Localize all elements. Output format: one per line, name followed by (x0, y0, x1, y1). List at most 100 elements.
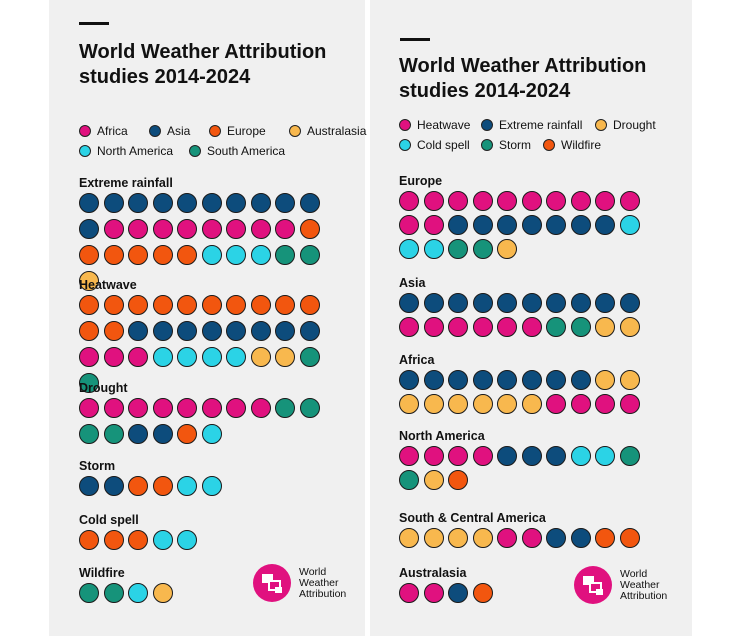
dot-wildfire (472, 583, 493, 603)
dot-extreme-rainfall (448, 370, 468, 390)
dot-asia (152, 193, 173, 213)
legend-label: Australasia (307, 124, 367, 138)
dot-drought (423, 470, 444, 490)
dot-extreme-rainfall (497, 215, 517, 235)
legend-label: Cold spell (417, 138, 470, 152)
logo-line-1: World (299, 565, 327, 578)
group-label-cold-spell: Cold spell (79, 513, 139, 527)
legend-swatch (481, 119, 493, 131)
dot-africa (79, 398, 99, 418)
wwa-logo-icon (253, 564, 291, 602)
dot-wildfire (619, 528, 640, 548)
dot-heatwave (472, 317, 493, 337)
dot-asia (226, 193, 246, 213)
group-label-north-america: North America (399, 429, 485, 443)
dot-australasia (152, 583, 173, 603)
dot-europe (177, 295, 197, 315)
logo-line-2: Weather (299, 576, 339, 589)
dot-africa (226, 219, 246, 239)
dot-africa (79, 347, 99, 367)
dot-drought (472, 394, 493, 414)
dot-asia (201, 321, 222, 341)
dot-asia (201, 193, 222, 213)
dot-north-america (177, 530, 197, 550)
group-label-australasia: Australasia (399, 566, 467, 580)
dot-asia (275, 193, 295, 213)
dot-south-america (299, 245, 320, 265)
legend-item-cold-spell: Cold spell (399, 138, 470, 152)
dot-europe (128, 295, 148, 315)
dot-south-america (79, 373, 99, 393)
dot-north-america (177, 476, 197, 496)
legend-item-heatwave: Heatwave (399, 118, 470, 132)
legend-item-drought: Drought (595, 118, 656, 132)
dot-extreme-rainfall (521, 293, 542, 313)
dot-heatwave (570, 394, 591, 414)
dot-south-america (103, 424, 124, 444)
dot-north-america (152, 530, 173, 550)
legend-swatch (399, 119, 411, 131)
dot-extreme-rainfall (521, 215, 542, 235)
dot-heatwave (521, 191, 542, 211)
dot-heatwave (546, 394, 566, 414)
dot-africa (128, 398, 148, 418)
dot-heatwave (423, 446, 444, 466)
dot-extreme-rainfall (497, 446, 517, 466)
wwa-logo-left: World Weather Attribution (253, 564, 346, 602)
panel-by-hazard: World Weather Attribution studies 2014-2… (49, 0, 366, 636)
dot-europe (250, 295, 271, 315)
dot-drought (423, 394, 444, 414)
logo-wordmark: World Weather Attribution (620, 567, 667, 602)
dot-heatwave (521, 317, 542, 337)
dot-extreme-rainfall (521, 370, 542, 390)
group-label-europe: Europe (399, 174, 443, 188)
dot-extreme-rainfall (546, 528, 566, 548)
legend-label: Europe (227, 124, 266, 138)
legend-item-extreme-rainfall: Extreme rainfall (481, 118, 582, 132)
dot-europe (103, 530, 124, 550)
dot-drought (448, 528, 468, 548)
dot-heatwave (423, 191, 444, 211)
legend-item-australasia: Australasia (289, 124, 366, 138)
dot-heatwave (521, 528, 542, 548)
dot-drought (497, 394, 517, 414)
dot-north-america (201, 347, 222, 367)
dot-heatwave (619, 191, 640, 211)
dot-north-america (201, 424, 222, 444)
dot-storm (619, 446, 640, 466)
legend-label: Wildfire (561, 138, 602, 152)
dot-africa (177, 219, 197, 239)
dot-heatwave (497, 528, 517, 548)
dot-drought (521, 394, 542, 414)
dot-drought (399, 394, 419, 414)
logo-line-1: World (620, 567, 648, 580)
dot-heatwave (399, 191, 419, 211)
dot-cold-spell (399, 239, 419, 259)
legend-item-africa: Africa (79, 124, 128, 138)
dot-extreme-rainfall (546, 293, 566, 313)
legend-label: Extreme rainfall (499, 118, 583, 132)
dot-storm (399, 470, 419, 490)
panel-by-region: World Weather Attribution studies 2014-2… (370, 0, 692, 636)
dot-drought (448, 394, 468, 414)
dot-drought (595, 370, 615, 390)
dot-extreme-rainfall (570, 293, 591, 313)
dot-extreme-rainfall (399, 293, 419, 313)
dot-extreme-rainfall (546, 446, 566, 466)
legend-swatch (79, 145, 91, 157)
dot-europe (128, 530, 148, 550)
dot-europe (201, 295, 222, 315)
dot-drought (595, 317, 615, 337)
legend-label: Drought (613, 118, 656, 132)
dot-heatwave (472, 446, 493, 466)
dot-heatwave (448, 317, 468, 337)
dot-africa (275, 219, 295, 239)
dot-asia (79, 219, 99, 239)
dot-africa (201, 219, 222, 239)
dot-africa (128, 219, 148, 239)
dot-extreme-rainfall (472, 370, 493, 390)
dot-extreme-rainfall (570, 528, 591, 548)
dot-heatwave (595, 191, 615, 211)
dot-extreme-rainfall (546, 215, 566, 235)
dot-north-america (177, 347, 197, 367)
